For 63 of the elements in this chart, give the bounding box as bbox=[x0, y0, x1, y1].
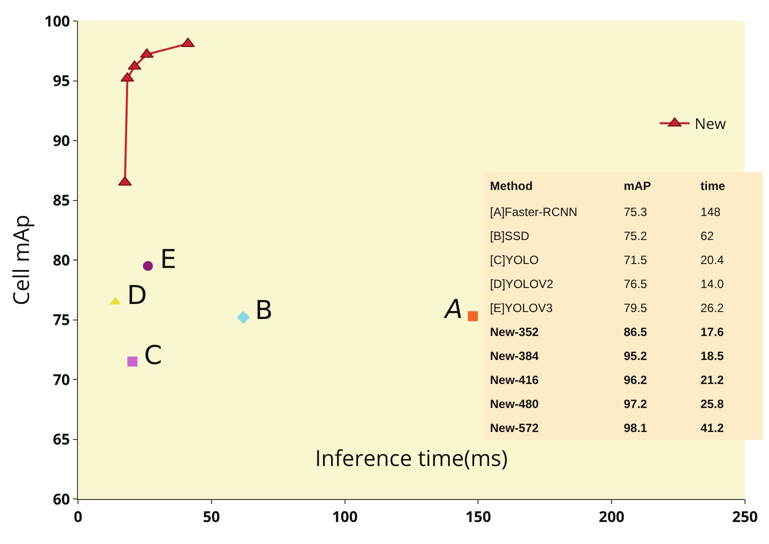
annotation: 97.2 bbox=[622, 396, 648, 413]
annotation: 14.0 bbox=[700, 276, 725, 293]
annotation: New-572 bbox=[489, 420, 540, 437]
annotation: 26.2 bbox=[700, 300, 725, 317]
annotation: [D]YOLOV2 bbox=[489, 276, 554, 293]
point bbox=[128, 60, 142, 70]
series-label: C bbox=[144, 341, 162, 371]
series-label: A bbox=[443, 295, 463, 325]
x-tick-label: 250 bbox=[732, 507, 758, 527]
annotation: 25.8 bbox=[700, 396, 725, 413]
annotation: 20.4 bbox=[700, 252, 725, 269]
annotation: New-480 bbox=[489, 396, 540, 413]
x-tick-label: 0 bbox=[74, 507, 83, 527]
point bbox=[118, 176, 132, 186]
annotation: [B]SSD bbox=[489, 228, 530, 245]
series-label: B bbox=[255, 296, 273, 326]
point bbox=[142, 260, 153, 271]
annotation: 76.5 bbox=[622, 276, 648, 293]
y-tick-label: 100 bbox=[44, 11, 70, 32]
annotation: 62 bbox=[700, 228, 715, 245]
annotation: 41.2 bbox=[700, 420, 725, 437]
y-tick-label: 65 bbox=[52, 430, 70, 450]
annotation: [C]YOLO bbox=[489, 252, 540, 269]
y-tick-label: 75 bbox=[52, 310, 70, 330]
annotation: New-416 bbox=[489, 372, 540, 389]
annotation: 98.1 bbox=[622, 420, 648, 437]
annotation: 96.2 bbox=[622, 372, 648, 389]
x-tick-label: 200 bbox=[598, 507, 625, 527]
y-tick-label: 80 bbox=[52, 250, 70, 270]
x-tick-label: 150 bbox=[465, 507, 492, 527]
annotation: New-352 bbox=[489, 324, 540, 341]
y-tick-label: 70 bbox=[52, 370, 70, 390]
y-axis-title: Cell mAp bbox=[6, 214, 36, 306]
y-tick-label: 60 bbox=[52, 489, 70, 510]
y-tick-label: 90 bbox=[52, 130, 70, 151]
annotation: mAP bbox=[622, 178, 652, 195]
annotation: 95.2 bbox=[622, 348, 648, 365]
legend-label: New bbox=[694, 114, 726, 134]
x-tick-label: 100 bbox=[332, 507, 358, 527]
annotation: 79.5 bbox=[622, 300, 648, 317]
x-tick-label: 50 bbox=[202, 507, 220, 527]
annotation: [A]Faster-RCNN bbox=[489, 204, 578, 221]
annotation: New-384 bbox=[489, 348, 540, 365]
annotation: time bbox=[700, 178, 726, 195]
point bbox=[468, 311, 478, 322]
y-tick-label: 85 bbox=[52, 190, 70, 210]
annotation: 71.5 bbox=[622, 252, 648, 269]
point bbox=[127, 356, 138, 367]
annotation: 148 bbox=[700, 204, 722, 221]
series-label: D bbox=[127, 281, 148, 311]
series-label: E bbox=[160, 245, 176, 275]
annotation: 18.5 bbox=[700, 348, 725, 365]
annotation: 75.3 bbox=[622, 204, 648, 221]
point bbox=[120, 72, 134, 82]
annotation: 17.6 bbox=[700, 324, 725, 341]
annotation: Method bbox=[489, 178, 534, 195]
annotation: 75.2 bbox=[622, 228, 648, 245]
x-axis-title: Inference time(ms) bbox=[315, 443, 508, 473]
y-tick-label: 95 bbox=[52, 71, 70, 91]
annotation: 21.2 bbox=[700, 372, 725, 389]
annotation: 86.5 bbox=[622, 324, 648, 341]
point bbox=[236, 310, 250, 324]
annotation: [E]YOLOV3 bbox=[489, 300, 554, 317]
